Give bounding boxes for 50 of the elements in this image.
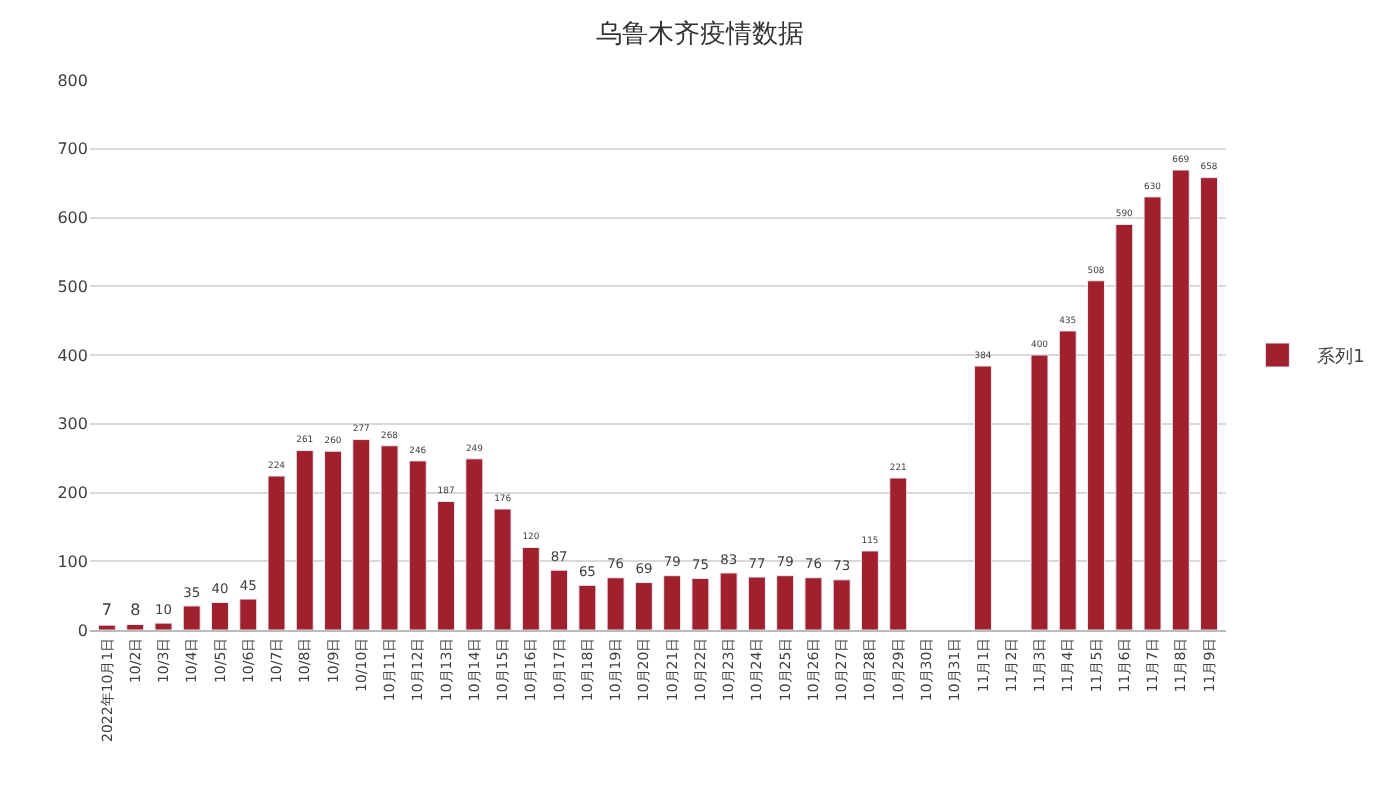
bar bbox=[634, 582, 653, 630]
y-tick-label: 100 bbox=[57, 552, 88, 571]
bar bbox=[550, 569, 569, 630]
bar bbox=[211, 602, 229, 630]
bar bbox=[295, 450, 314, 630]
bar bbox=[719, 572, 738, 630]
y-tick-label: 0 bbox=[77, 621, 88, 640]
bar bbox=[832, 579, 851, 630]
y-tick-label: 700 bbox=[57, 140, 88, 159]
bar bbox=[974, 365, 992, 630]
bar bbox=[1200, 177, 1219, 630]
bar bbox=[889, 477, 908, 630]
data-label: 8 bbox=[130, 600, 141, 619]
bar bbox=[154, 622, 173, 630]
bar bbox=[324, 450, 342, 630]
y-tick-label: 600 bbox=[57, 209, 88, 228]
y-tick-label: 300 bbox=[57, 415, 88, 434]
bar bbox=[1143, 196, 1162, 630]
bar bbox=[97, 624, 116, 630]
bar bbox=[578, 584, 597, 630]
bar bbox=[465, 458, 484, 630]
bar bbox=[663, 575, 682, 630]
bar bbox=[747, 576, 766, 630]
y-tick-label: 200 bbox=[57, 484, 88, 503]
y-tick-label: 400 bbox=[57, 346, 88, 365]
legend-label: 系列1 bbox=[1317, 346, 1365, 369]
y-tick-label: 500 bbox=[57, 277, 88, 296]
bar bbox=[380, 445, 399, 630]
bar bbox=[126, 624, 145, 630]
bar bbox=[239, 598, 258, 630]
bar bbox=[1030, 354, 1049, 630]
bar bbox=[267, 475, 286, 630]
bar bbox=[606, 577, 625, 630]
bar bbox=[776, 575, 795, 630]
y-tick-label: 800 bbox=[57, 71, 88, 90]
bar bbox=[1115, 223, 1134, 630]
bar bbox=[804, 577, 823, 630]
bar bbox=[521, 547, 540, 630]
bar bbox=[1087, 280, 1105, 630]
bar bbox=[860, 550, 879, 630]
bar bbox=[408, 460, 427, 630]
bar bbox=[182, 605, 201, 630]
bar bbox=[1058, 330, 1077, 630]
bar bbox=[437, 500, 456, 630]
bar bbox=[493, 508, 512, 630]
bar bbox=[691, 577, 710, 630]
chart-title: 乌鲁木齐疫情数据 bbox=[596, 20, 804, 51]
bar bbox=[352, 439, 371, 630]
data-label: 7 bbox=[101, 601, 113, 620]
bar bbox=[1171, 169, 1190, 630]
